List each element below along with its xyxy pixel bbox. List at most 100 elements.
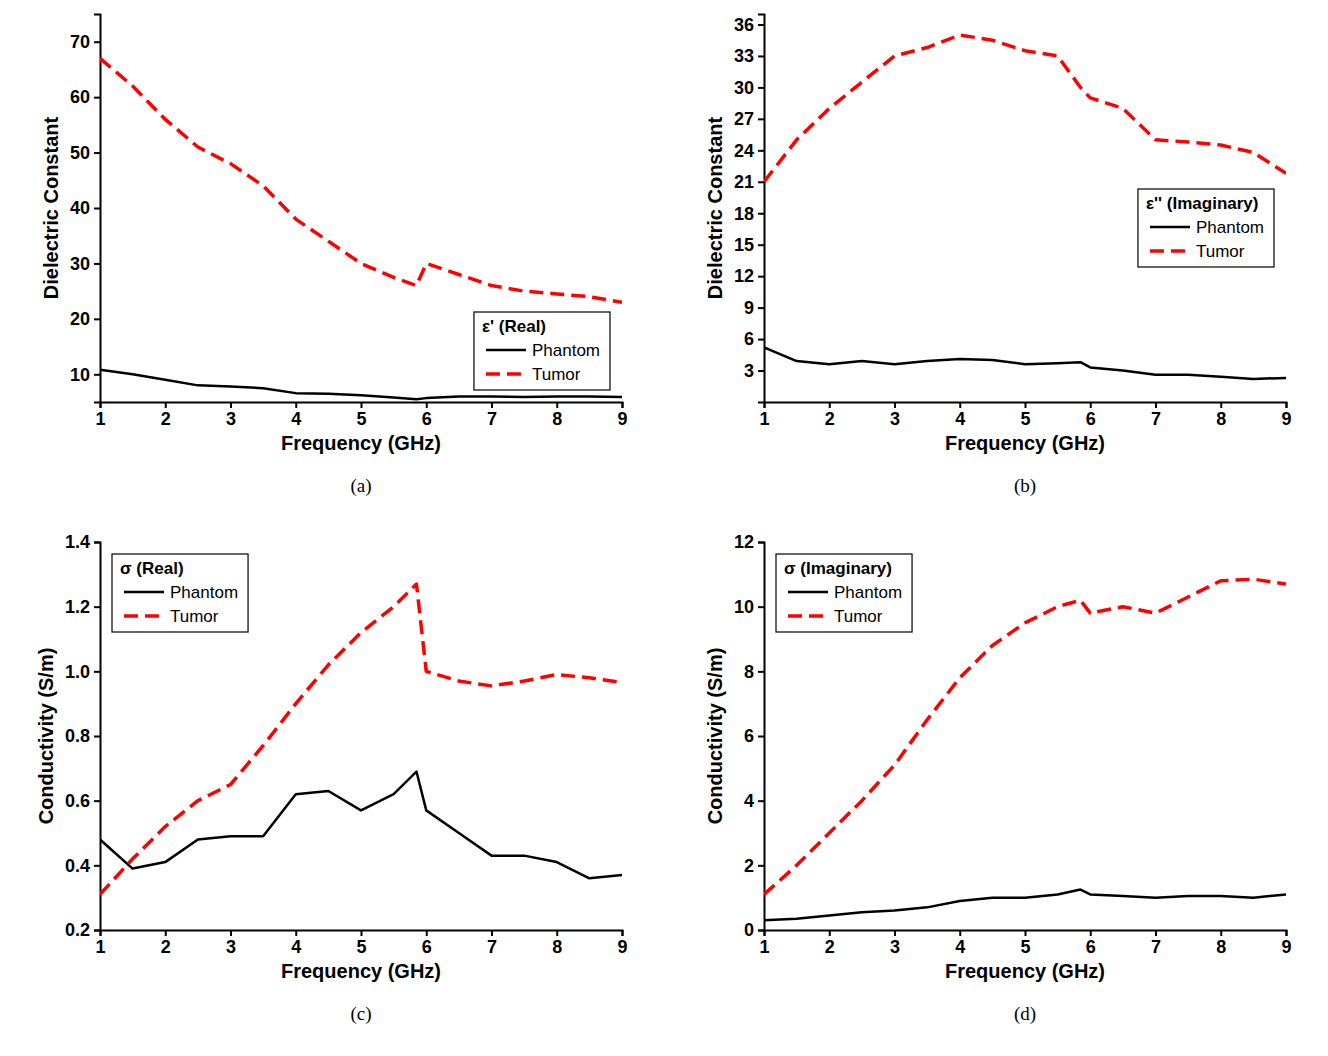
x-tick-label: 5 (356, 409, 366, 429)
x-tick: 4 (291, 930, 301, 957)
y-tick: 8 (744, 662, 764, 682)
y-tick-label: 33 (734, 46, 754, 66)
y-tick-mark (758, 370, 764, 372)
x-tick-mark (1155, 930, 1157, 936)
panel: 12345678910203040506070Frequency (GHz)Di… (40, 15, 628, 498)
y-tick-label: 2 (744, 856, 754, 876)
x-tick: 4 (955, 930, 965, 957)
y-tick: 10 (734, 597, 764, 617)
legend-label: Tumor (532, 365, 581, 384)
x-tick-label: 3 (226, 937, 236, 957)
x-axis: 123456789 (759, 402, 1291, 429)
x-tick-label: 5 (1020, 409, 1030, 429)
x-tick: 6 (422, 930, 432, 957)
y-axis-title: Conductivity (S/m) (704, 648, 726, 825)
legend: σ (Imaginary)PhantomTumor (776, 554, 912, 632)
x-tick: 6 (1086, 402, 1096, 429)
x-tick-label: 8 (1216, 409, 1226, 429)
legend-title: ε'' (Imaginary) (1146, 194, 1259, 213)
panel: 1234567890.20.40.60.81.01.21.4Frequency … (35, 532, 628, 1025)
x-tick-mark (1025, 930, 1027, 936)
panel-caption: (a) (350, 475, 371, 497)
y-axis-title: Dielectric Constant (704, 117, 726, 300)
x-tick-label: 6 (422, 409, 432, 429)
x-tick-label: 5 (1020, 937, 1030, 957)
y-tick: 1.2 (65, 597, 100, 617)
y-tick-mark (758, 606, 764, 608)
x-tick: 7 (1151, 930, 1161, 957)
x-tick-label: 2 (825, 409, 835, 429)
x-tick: 1 (759, 930, 769, 957)
x-tick-mark (894, 402, 896, 408)
y-tick: 18 (734, 204, 764, 224)
x-tick-label: 1 (759, 937, 769, 957)
y-tick: 0.8 (65, 726, 100, 746)
y-tick-mark (758, 24, 764, 26)
y-tick: 70 (70, 32, 100, 52)
y-tick: 30 (70, 254, 100, 274)
y-tick-label: 0.6 (65, 791, 90, 811)
y-tick-label: 27 (734, 109, 754, 129)
legend-swatch (486, 349, 526, 352)
x-tick-mark (556, 402, 558, 408)
x-tick: 8 (1216, 930, 1226, 957)
x-tick: 5 (1020, 402, 1030, 429)
x-tick: 9 (1281, 930, 1291, 957)
legend-swatch (1150, 226, 1190, 229)
y-tick-label: 60 (70, 87, 90, 107)
x-axis: 123456789 (759, 930, 1291, 957)
plot-area (764, 35, 1286, 379)
x-axis-line (765, 403, 1287, 409)
legend-swatch (124, 591, 164, 594)
x-tick-mark (491, 930, 493, 936)
legend-title: σ (Imaginary) (784, 559, 892, 578)
x-tick-label: 8 (552, 937, 562, 957)
x-axis-line (101, 403, 623, 409)
y-tick: 27 (734, 109, 764, 129)
x-tick-label: 7 (487, 937, 497, 957)
y-tick: 0.6 (65, 791, 100, 811)
y-tick-mark (758, 55, 764, 57)
y-tick-label: 4 (744, 791, 754, 811)
y-tick-mark (758, 307, 764, 309)
x-tick-mark (1220, 402, 1222, 408)
y-tick-mark (94, 152, 100, 154)
y-tick-label: 0 (744, 920, 754, 940)
y-tick-label: 1.4 (65, 532, 90, 552)
x-tick-mark (295, 402, 297, 408)
x-tick-label: 9 (1281, 937, 1291, 957)
y-tick: 15 (734, 235, 764, 255)
y-tick-mark (758, 150, 764, 152)
y-tick-mark (758, 671, 764, 673)
y-tick: 40 (70, 198, 100, 218)
y-tick: 60 (70, 87, 100, 107)
y-tick-label: 12 (734, 532, 754, 552)
x-tick-mark (230, 930, 232, 936)
y-tick: 0.4 (65, 856, 100, 876)
x-axis: 123456789 (95, 930, 627, 957)
y-axis-line (94, 543, 101, 931)
x-tick-mark (894, 930, 896, 936)
y-tick: 30 (734, 78, 764, 98)
y-tick-label: 10 (734, 597, 754, 617)
y-tick-mark (94, 736, 100, 738)
y-tick: 10 (70, 365, 100, 385)
x-tick: 7 (1151, 402, 1161, 429)
x-tick-label: 3 (226, 409, 236, 429)
y-tick-mark (758, 736, 764, 738)
x-tick-mark (1220, 930, 1222, 936)
x-tick-mark (959, 930, 961, 936)
y-tick: 0.2 (65, 920, 100, 940)
y-tick-label: 8 (744, 662, 754, 682)
y-tick-label: 15 (734, 235, 754, 255)
panel-caption: (b) (1014, 475, 1036, 497)
x-tick-label: 3 (890, 409, 900, 429)
x-tick: 5 (356, 402, 366, 429)
x-axis: 123456789 (95, 402, 627, 429)
x-tick-label: 9 (617, 409, 627, 429)
y-tick: 6 (744, 329, 764, 349)
y-axis: 024681012 (734, 532, 765, 940)
y-tick-mark (94, 41, 100, 43)
y-tick-mark (94, 930, 100, 932)
y-axis-title: Dielectric Constant (40, 117, 62, 300)
